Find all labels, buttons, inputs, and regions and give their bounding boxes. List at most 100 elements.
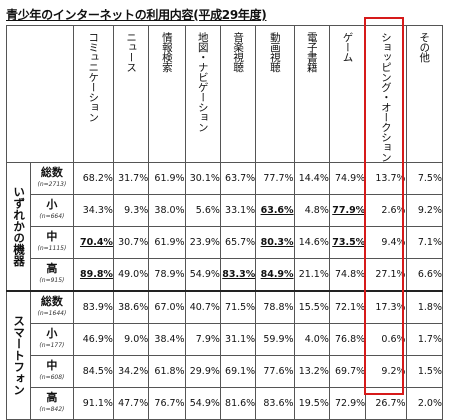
value-cell: 17.3% <box>365 290 407 324</box>
value-cell: 5.6% <box>184 194 221 227</box>
value-cell: 7.5% <box>405 162 444 195</box>
value-cell: 77.7% <box>255 162 295 195</box>
row-label: 中 (n=608) <box>30 355 74 388</box>
value-cell: 14.4% <box>293 162 330 195</box>
value-cell: 77.6% <box>255 355 295 388</box>
value-cell: 40.7% <box>184 290 221 324</box>
value-cell: 13.2% <box>293 355 330 388</box>
row-label-text: 高 <box>46 390 58 404</box>
column-header: ショッピング・オークション <box>365 25 407 163</box>
value-cell: 61.8% <box>148 355 186 388</box>
table-title: 青少年のインターネットの利用内容(平成29年度) <box>6 8 267 22</box>
row-label: 小 (n=664) <box>30 194 74 227</box>
value-cell: 27.1% <box>365 258 407 292</box>
table-row: スマートフォン 総数 (n=1644) 83.9% 38.6% 67.0% 40.7% 71.… <box>5 290 444 420</box>
value-cell: 13.7% <box>365 162 407 195</box>
value-cell: 67.0% <box>148 290 186 324</box>
value-cell: 33.1% <box>219 194 257 227</box>
value-cell: 1.5% <box>405 355 444 388</box>
sample-size: (n=842) <box>39 405 65 413</box>
row-label-text: 中 <box>46 229 58 243</box>
value-cell: 1.8% <box>405 290 444 324</box>
row-label-text: 小 <box>46 197 58 211</box>
value-cell: 30.1% <box>184 162 221 195</box>
value-cell: 9.2% <box>365 355 407 388</box>
value-cell: 84.9% <box>255 258 295 292</box>
row-label: 高 (n=915) <box>30 258 74 292</box>
table-row: 高 (n=915) 89.8% 49.0% 78.9% 54.9% 83.3% 84.9% 21… <box>7 258 444 292</box>
column-header: ゲーム <box>328 25 367 163</box>
sample-size: (n=1115) <box>37 244 67 252</box>
value-cell: 73.5% <box>328 226 367 259</box>
column-header: その他 <box>405 25 444 163</box>
value-cell: 9.3% <box>112 194 150 227</box>
group-label: いずれかの機器 <box>5 162 32 292</box>
value-cell: 15.5% <box>293 290 330 324</box>
value-cell: 69.7% <box>328 355 367 388</box>
row-label-text: 総数 <box>40 165 63 179</box>
value-cell: 7.1% <box>405 226 444 259</box>
value-cell: 69.1% <box>219 355 257 388</box>
table-row: 小 (n=177) 46.9% 9.0% 38.4% 7.9% 31.1% 59.9% 4.0%… <box>7 323 444 356</box>
value-cell: 31.7% <box>112 162 150 195</box>
value-cell: 6.6% <box>405 258 444 292</box>
value-cell: 74.9% <box>328 162 367 195</box>
value-cell: 31.1% <box>219 323 257 356</box>
corner-cell <box>6 25 74 163</box>
sample-size: (n=664) <box>39 212 65 220</box>
value-cell: 23.9% <box>184 226 221 259</box>
value-cell: 72.1% <box>328 290 367 324</box>
value-cell: 7.9% <box>184 323 221 356</box>
value-cell: 78.8% <box>255 290 295 324</box>
value-cell: 74.8% <box>328 258 367 292</box>
value-cell: 1.7% <box>405 323 444 356</box>
value-cell: 83.3% <box>219 258 257 292</box>
column-header: 情報検索 <box>148 25 186 163</box>
sample-size: (n=608) <box>39 373 65 381</box>
row-label: 総数 (n=2713) <box>30 162 74 195</box>
sample-size: (n=915) <box>39 276 65 284</box>
table-row: 中 (n=608) 84.5% 34.2% 61.8% 29.9% 69.1% 77.6% 13… <box>7 355 444 388</box>
value-cell: 59.9% <box>255 323 295 356</box>
column-header: 動画視聴 <box>255 25 295 163</box>
sample-size: (n=177) <box>39 341 65 349</box>
value-cell: 77.9% <box>328 194 367 227</box>
value-cell: 46.9% <box>72 323 114 356</box>
value-cell: 9.2% <box>405 194 444 227</box>
table-row: 小 (n=664) 34.3% 9.3% 38.0% 5.6% 33.1% 63.6% 4.8%… <box>7 194 444 227</box>
row-label: 中 (n=1115) <box>30 226 74 259</box>
value-cell: 78.9% <box>148 258 186 292</box>
row-label: 総数 (n=1644) <box>30 290 74 324</box>
value-cell: 61.9% <box>148 162 186 195</box>
value-cell: 80.3% <box>255 226 295 259</box>
row-label: 小 (n=177) <box>30 323 74 356</box>
value-cell: 29.9% <box>184 355 221 388</box>
column-header: コミュニケーション <box>72 25 114 163</box>
value-cell: 84.5% <box>72 355 114 388</box>
column-header: 音楽視聴 <box>219 25 257 163</box>
value-cell: 54.9% <box>184 258 221 292</box>
column-header: 地図・ナビゲーション <box>184 25 221 163</box>
usage-table: コミュニケーション ニュース 情報検索 地図・ナビゲーション 音楽視聴 動画視聴… <box>5 25 444 420</box>
value-cell: 2.6% <box>365 194 407 227</box>
value-cell: 9.0% <box>112 323 150 356</box>
value-cell: 4.0% <box>293 323 330 356</box>
sample-size: (n=1644) <box>37 309 67 317</box>
value-cell: 49.0% <box>112 258 150 292</box>
value-cell: 68.2% <box>72 162 114 195</box>
value-cell: 30.7% <box>112 226 150 259</box>
value-cell: 38.4% <box>148 323 186 356</box>
column-header: 電子書籍 <box>293 25 330 163</box>
column-header: ニュース <box>112 25 150 163</box>
row-label-text: 高 <box>46 261 58 275</box>
group-label: スマートフォン <box>5 290 32 420</box>
value-cell: 70.4% <box>72 226 114 259</box>
value-cell: 65.7% <box>219 226 257 259</box>
value-cell: 89.8% <box>72 258 114 292</box>
value-cell: 83.9% <box>72 290 114 324</box>
value-cell: 38.6% <box>112 290 150 324</box>
value-cell: 71.5% <box>219 290 257 324</box>
table-row: いずれかの機器 総数 (n=2713) 68.2% 31.7% 61.9% 30.1% 63.… <box>5 162 444 292</box>
value-cell: 34.3% <box>72 194 114 227</box>
value-cell: 76.8% <box>328 323 367 356</box>
